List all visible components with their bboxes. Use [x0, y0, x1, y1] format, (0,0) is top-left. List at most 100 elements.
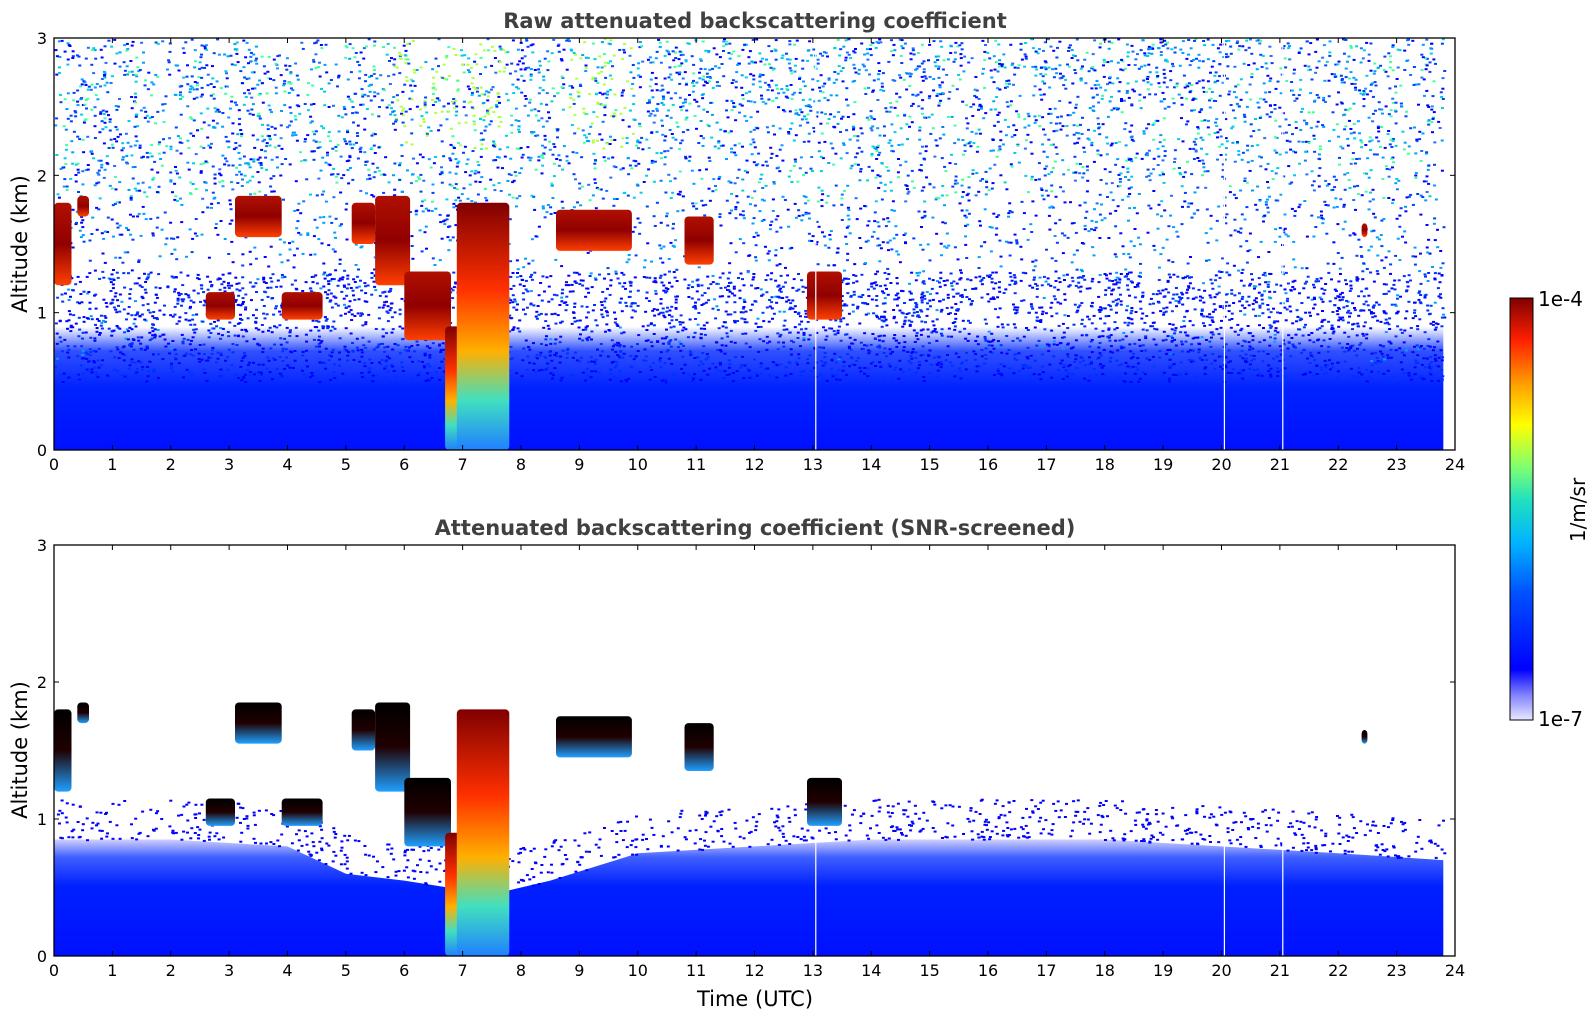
y-tick-label: 3 — [37, 536, 47, 555]
x-tick-label: 10 — [628, 961, 648, 980]
x-tick-label: 0 — [49, 455, 59, 474]
x-tick-label: 13 — [803, 455, 823, 474]
cloud-feature — [456, 202, 510, 450]
cloud-feature — [77, 195, 89, 217]
cloud-feature — [375, 195, 411, 286]
x-tick-label: 3 — [224, 961, 234, 980]
cloud-feature — [235, 702, 282, 744]
y-tick-label: 2 — [37, 166, 47, 185]
x-tick-label: 8 — [516, 455, 526, 474]
x-tick-label: 5 — [341, 961, 351, 980]
x-tick-label: 19 — [1153, 455, 1173, 474]
x-tick-label: 18 — [1095, 455, 1115, 474]
x-tick-label: 20 — [1211, 455, 1231, 474]
panel-raw-cloud-features — [54, 195, 1368, 450]
colorbar-gradient — [1509, 297, 1534, 721]
y-tick-label: 0 — [37, 947, 47, 966]
panel-raw-heatmap — [54, 38, 1447, 450]
cloud-feature — [351, 202, 376, 244]
x-tick-label: 17 — [1036, 961, 1056, 980]
x-tick-label: 23 — [1386, 961, 1406, 980]
cloud-feature — [54, 202, 72, 286]
x-tick-label: 17 — [1036, 455, 1056, 474]
cloud-feature — [281, 798, 323, 826]
cloud-feature — [684, 216, 714, 265]
x-tick-label: 22 — [1328, 455, 1348, 474]
cloud-feature — [556, 209, 632, 251]
cloud-feature — [1361, 730, 1368, 744]
y-tick-label: 1 — [37, 810, 47, 829]
x-tick-label: 18 — [1095, 961, 1115, 980]
colorbar-max-label: 1e-4 — [1538, 287, 1583, 311]
x-tick-label: 21 — [1270, 961, 1290, 980]
x-tick-label: 22 — [1328, 961, 1348, 980]
cloud-feature — [807, 271, 842, 320]
panel-raw-noise — [54, 38, 1447, 384]
panel-screened-ticks: 0 1 2 3 4 5 6 7 8 9 10 11 12 13 14 15 16 17 18 19 20 21 22 23 24… — [37, 536, 1465, 980]
cloud-feature — [684, 723, 714, 771]
colorbar-unit-label: 1/m/sr — [1566, 477, 1590, 542]
x-tick-label: 14 — [861, 455, 881, 474]
x-tick-label: 15 — [919, 455, 939, 474]
cloud-feature — [456, 709, 510, 956]
panel-raw-ticks: 0 1 2 3 4 5 6 7 8 9 10 11 12 13 14 15 16 17 18 19 20 21 22 23 24… — [37, 29, 1465, 474]
x-tick-label: 2 — [166, 961, 176, 980]
x-tick-label: 1 — [107, 455, 117, 474]
x-tick-label: 9 — [574, 961, 584, 980]
panel-raw-title: Raw attenuated backscattering coefficien… — [503, 9, 1007, 33]
x-tick-label: 21 — [1270, 455, 1290, 474]
x-tick-label: 15 — [919, 961, 939, 980]
x-tick-label: 10 — [628, 455, 648, 474]
y-tick-label: 0 — [37, 441, 47, 460]
cloud-feature — [404, 271, 451, 341]
x-tick-label: 7 — [458, 961, 468, 980]
x-tick-label: 24 — [1445, 455, 1465, 474]
x-tick-label: 13 — [803, 961, 823, 980]
x-tick-label: 4 — [282, 455, 292, 474]
x-tick-label: 11 — [686, 455, 706, 474]
x-tick-label: 6 — [399, 455, 409, 474]
cloud-feature — [281, 292, 323, 320]
cloud-feature — [235, 195, 282, 238]
panel-raw-boundary-layer — [54, 326, 1444, 450]
x-tick-label: 11 — [686, 961, 706, 980]
panel-screened-boundary-layer — [54, 839, 1444, 956]
x-tick-label: 19 — [1153, 961, 1173, 980]
cloud-feature — [77, 702, 89, 724]
x-tick-label: 6 — [399, 961, 409, 980]
y-tick-label: 1 — [37, 304, 47, 323]
y-tick-label: 3 — [37, 29, 47, 48]
x-tick-label: 3 — [224, 455, 234, 474]
x-tick-label: 16 — [978, 961, 998, 980]
x-tick-label: 0 — [49, 961, 59, 980]
panel-raw-ylabel: Altitude (km) — [8, 175, 32, 313]
x-tick-label: 24 — [1445, 961, 1465, 980]
x-tick-label: 1 — [107, 961, 117, 980]
cloud-feature — [556, 716, 632, 758]
x-tick-label: 5 — [341, 455, 351, 474]
x-tick-label: 4 — [282, 961, 292, 980]
cloud-feature — [404, 777, 451, 847]
x-tick-label: 23 — [1386, 455, 1406, 474]
y-tick-label: 2 — [37, 673, 47, 692]
x-tick-label: 9 — [574, 455, 584, 474]
panel-screened-ylabel: Altitude (km) — [8, 681, 32, 819]
panel-screened: Attenuated backscattering coefficient (S… — [8, 516, 1465, 1011]
x-tick-label: 16 — [978, 455, 998, 474]
cloud-feature — [375, 702, 411, 792]
x-tick-label: 12 — [744, 455, 764, 474]
panel-screened-heatmap — [54, 702, 1447, 956]
x-tick-label: 8 — [516, 961, 526, 980]
x-tick-label: 14 — [861, 961, 881, 980]
cloud-feature — [205, 292, 235, 320]
cloud-feature — [54, 709, 72, 792]
x-tick-label: 20 — [1211, 961, 1231, 980]
x-tick-label: 2 — [166, 455, 176, 474]
x-tick-label: 7 — [458, 455, 468, 474]
colorbar: 1e-4 1e-7 1/m/sr — [1509, 287, 1590, 731]
panel-screened-title: Attenuated backscattering coefficient (S… — [435, 516, 1076, 540]
cloud-feature — [1361, 223, 1368, 238]
panel-raw: Raw attenuated backscattering coefficien… — [8, 9, 1465, 474]
cloud-feature — [807, 777, 842, 826]
